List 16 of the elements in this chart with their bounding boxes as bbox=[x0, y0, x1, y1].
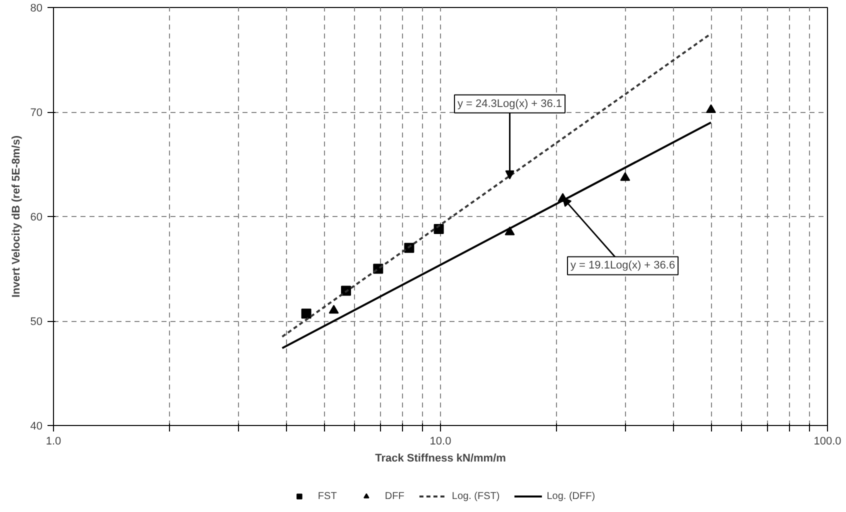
y-tick-label: 70 bbox=[30, 107, 43, 119]
y-axis-title: Invert Velocity dB (ref 5E-8m/s) bbox=[10, 135, 22, 298]
y-tick-label: 40 bbox=[30, 420, 43, 432]
y-tick-label: 80 bbox=[30, 2, 43, 14]
annotation: y = 19.1Log(x) + 36.6 bbox=[570, 260, 676, 272]
legend-label: DFF bbox=[384, 490, 405, 502]
legend-label: Log. (FST) bbox=[452, 490, 500, 502]
legend-label: FST bbox=[318, 490, 338, 502]
y-tick-label: 50 bbox=[30, 316, 43, 328]
x-tick-label: 10.0 bbox=[430, 436, 452, 448]
x-tick-label: 100.0 bbox=[814, 436, 842, 448]
y-tick-label: 60 bbox=[30, 212, 43, 224]
x-axis-title: Track Stiffness kN/mm/m bbox=[375, 452, 506, 464]
x-tick-label: 1.0 bbox=[46, 436, 62, 448]
annotation: y = 24.3Log(x) + 36.1 bbox=[457, 98, 562, 110]
legend-label: Log. (DFF) bbox=[546, 490, 596, 502]
